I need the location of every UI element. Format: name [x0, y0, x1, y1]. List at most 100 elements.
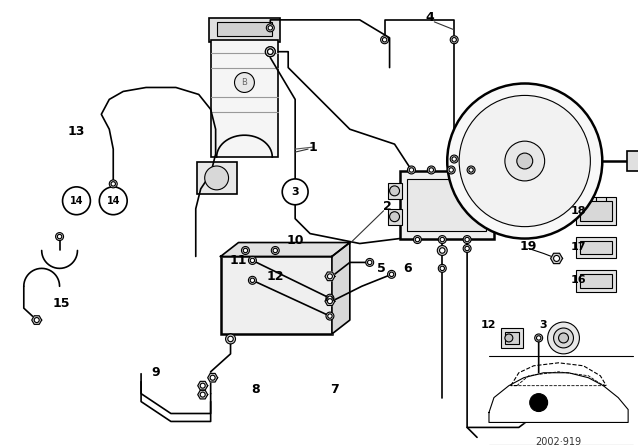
Bar — [627, 151, 640, 171]
Circle shape — [241, 246, 250, 254]
Text: 7: 7 — [330, 383, 339, 396]
Circle shape — [548, 322, 579, 354]
Circle shape — [225, 334, 236, 344]
Circle shape — [440, 266, 444, 271]
Bar — [580, 201, 612, 221]
Circle shape — [271, 246, 279, 254]
Circle shape — [428, 166, 435, 174]
Polygon shape — [207, 374, 218, 382]
Bar — [408, 179, 486, 231]
Bar — [577, 237, 616, 258]
Bar — [399, 171, 494, 238]
Bar — [216, 22, 272, 36]
Circle shape — [273, 248, 278, 253]
Text: 2002·919: 2002·919 — [536, 437, 582, 448]
Circle shape — [452, 38, 456, 42]
Text: 4: 4 — [425, 11, 434, 24]
Circle shape — [328, 299, 332, 304]
Circle shape — [365, 258, 374, 267]
Circle shape — [109, 180, 117, 188]
Polygon shape — [325, 297, 335, 306]
Circle shape — [409, 168, 413, 172]
Circle shape — [438, 264, 446, 272]
Circle shape — [328, 314, 332, 318]
Circle shape — [268, 26, 273, 30]
Circle shape — [58, 234, 61, 239]
Bar — [501, 328, 523, 348]
Circle shape — [248, 256, 257, 264]
Circle shape — [408, 166, 415, 174]
Text: 13: 13 — [68, 125, 85, 138]
Text: 10: 10 — [287, 234, 304, 247]
Text: 17: 17 — [570, 241, 586, 251]
Circle shape — [554, 328, 573, 348]
Text: 12: 12 — [266, 270, 284, 283]
Circle shape — [536, 336, 541, 340]
Text: 9: 9 — [152, 366, 160, 379]
Circle shape — [450, 155, 458, 163]
Circle shape — [463, 245, 471, 253]
Polygon shape — [198, 381, 207, 390]
Circle shape — [266, 47, 275, 56]
Bar — [388, 209, 401, 224]
Text: 16: 16 — [570, 276, 586, 285]
Circle shape — [438, 236, 446, 244]
Bar — [209, 18, 280, 42]
Polygon shape — [221, 242, 350, 256]
Circle shape — [390, 212, 399, 222]
Circle shape — [559, 333, 568, 343]
Circle shape — [415, 237, 420, 242]
Circle shape — [228, 336, 233, 342]
Text: B: B — [241, 78, 248, 87]
Bar — [196, 162, 237, 194]
Circle shape — [234, 73, 254, 92]
Circle shape — [250, 258, 255, 263]
Circle shape — [99, 187, 127, 215]
Circle shape — [34, 318, 39, 323]
Circle shape — [440, 248, 445, 253]
Circle shape — [250, 278, 255, 283]
Bar — [211, 40, 278, 157]
Circle shape — [469, 168, 473, 172]
Circle shape — [465, 237, 469, 242]
Circle shape — [449, 168, 453, 172]
Circle shape — [389, 272, 394, 276]
Circle shape — [200, 392, 205, 397]
Circle shape — [210, 375, 215, 380]
Bar — [221, 256, 332, 334]
Circle shape — [328, 296, 332, 301]
Circle shape — [266, 24, 275, 32]
Circle shape — [447, 83, 602, 238]
Polygon shape — [332, 242, 350, 334]
Circle shape — [429, 168, 433, 172]
Circle shape — [328, 274, 332, 279]
Circle shape — [517, 153, 532, 169]
Text: 19: 19 — [520, 240, 538, 253]
Circle shape — [282, 179, 308, 205]
Bar — [577, 197, 616, 224]
Circle shape — [326, 294, 334, 302]
Circle shape — [111, 182, 115, 186]
Text: 5: 5 — [377, 262, 386, 275]
Circle shape — [413, 236, 421, 244]
Circle shape — [266, 47, 275, 56]
Circle shape — [388, 270, 396, 278]
Circle shape — [383, 38, 387, 42]
Circle shape — [56, 233, 63, 241]
Text: 14: 14 — [70, 196, 83, 206]
Circle shape — [248, 276, 257, 284]
Circle shape — [534, 334, 543, 342]
Polygon shape — [489, 373, 628, 422]
Text: 3: 3 — [539, 320, 547, 330]
Circle shape — [381, 36, 388, 44]
Polygon shape — [550, 253, 563, 263]
Circle shape — [243, 248, 248, 253]
Circle shape — [459, 95, 590, 227]
Text: 8: 8 — [251, 383, 260, 396]
Bar — [580, 241, 612, 254]
Circle shape — [440, 237, 444, 242]
Bar — [580, 274, 612, 288]
Circle shape — [205, 166, 228, 190]
Text: 1: 1 — [308, 141, 317, 154]
Circle shape — [465, 246, 469, 251]
